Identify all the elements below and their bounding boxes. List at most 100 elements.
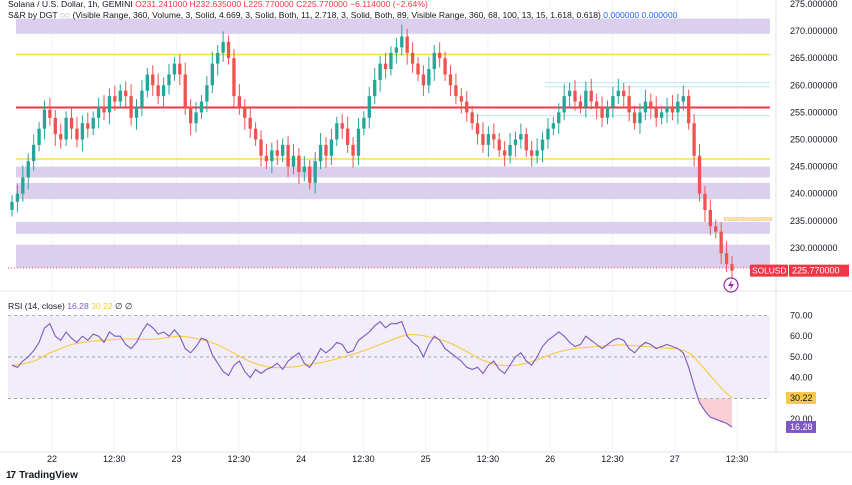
target-marker	[723, 217, 773, 221]
candle	[145, 67, 150, 98]
indicator-values: 0.000000 0.000000	[603, 10, 678, 20]
candle-body	[69, 117, 74, 129]
x-tick-label: 25	[421, 454, 431, 464]
candle	[540, 131, 545, 163]
symbol-badge-label: SOLUSD	[752, 266, 786, 276]
candle-body	[697, 155, 702, 194]
y-tick-label: 235.000000	[790, 216, 838, 226]
candle	[513, 131, 518, 157]
candle	[308, 160, 312, 190]
candle	[286, 135, 290, 178]
candle-body	[335, 123, 339, 140]
candle	[172, 57, 177, 81]
candle-body	[622, 90, 626, 97]
candle-body	[129, 96, 133, 118]
candle	[714, 219, 718, 239]
candle	[161, 77, 166, 109]
rsi-ma-badge-label: 30.22	[790, 393, 813, 403]
candle-body	[286, 144, 290, 167]
rsi-panel	[8, 314, 770, 428]
candle	[584, 81, 588, 118]
candle-body	[502, 150, 507, 156]
candle	[643, 89, 648, 121]
candle-body	[492, 134, 496, 140]
candle	[335, 116, 339, 147]
candle-body	[676, 101, 680, 113]
candle	[37, 122, 41, 152]
candle-body	[692, 123, 696, 156]
candle	[400, 24, 404, 56]
candle-body	[557, 112, 561, 124]
candle	[519, 123, 523, 149]
candle-body	[627, 96, 631, 113]
candle-body	[540, 139, 545, 151]
candle	[475, 114, 480, 145]
candle-body	[318, 144, 323, 162]
candle	[351, 137, 355, 168]
candle-body	[199, 101, 204, 113]
candle	[31, 134, 36, 171]
candle-body	[638, 112, 642, 124]
y-tick-label: 270.000000	[790, 26, 838, 36]
tradingview-logo[interactable]: 17 TradingView	[6, 470, 78, 481]
candles	[10, 24, 734, 283]
candle-body	[475, 123, 480, 135]
y-tick-label: 245.000000	[790, 162, 838, 172]
candle-body	[600, 106, 604, 118]
candle	[443, 51, 447, 81]
candle-body	[378, 63, 382, 80]
candle	[10, 195, 14, 217]
candle-body	[584, 90, 588, 107]
candle-body	[183, 74, 187, 107]
candle	[313, 151, 317, 194]
candle	[524, 127, 528, 157]
candle-body	[643, 101, 648, 113]
tradingview-mark-icon: 17	[6, 470, 16, 481]
x-tick-label: 12:30	[352, 454, 375, 464]
candle-body	[31, 144, 36, 162]
candle	[221, 31, 225, 62]
candle	[53, 109, 57, 147]
candle	[551, 116, 556, 136]
candle	[486, 126, 491, 157]
candle-body	[649, 101, 653, 107]
candle	[459, 88, 463, 114]
candle-body	[486, 134, 491, 145]
candle	[59, 123, 63, 149]
candle	[188, 99, 193, 136]
candle-body	[216, 52, 220, 64]
candle-body	[42, 109, 47, 129]
candle	[302, 156, 306, 182]
candle	[140, 80, 144, 117]
candle	[134, 99, 139, 130]
candle	[508, 132, 512, 164]
candle	[600, 96, 604, 128]
candle-body	[243, 106, 247, 118]
candle-body	[410, 52, 415, 64]
candle	[665, 97, 669, 123]
candle-body	[102, 106, 106, 113]
candle	[416, 57, 420, 81]
candle	[216, 44, 220, 76]
candle	[470, 105, 474, 130]
candle-body	[248, 117, 252, 129]
candle-body	[513, 139, 518, 145]
indicator-title: S&R by DGT ◌◌ (Visible Range, 360, Volum…	[8, 10, 601, 20]
candle-body	[703, 193, 707, 210]
candle-body	[145, 74, 150, 91]
candle-body	[281, 144, 285, 156]
candle	[687, 89, 691, 130]
x-tick-label: 12:30	[477, 454, 500, 464]
candle-body	[264, 155, 269, 162]
candle	[86, 112, 90, 138]
candle-body	[172, 63, 177, 75]
sr-zone	[16, 18, 770, 34]
candle-body	[605, 106, 610, 118]
candle	[546, 118, 550, 149]
candle-body	[10, 201, 14, 210]
candle	[15, 184, 20, 213]
symbol-title: Solana / U.S. Dollar, 1h, GEMINI	[8, 0, 133, 9]
candle	[199, 95, 204, 119]
rsi-line	[11, 320, 733, 428]
